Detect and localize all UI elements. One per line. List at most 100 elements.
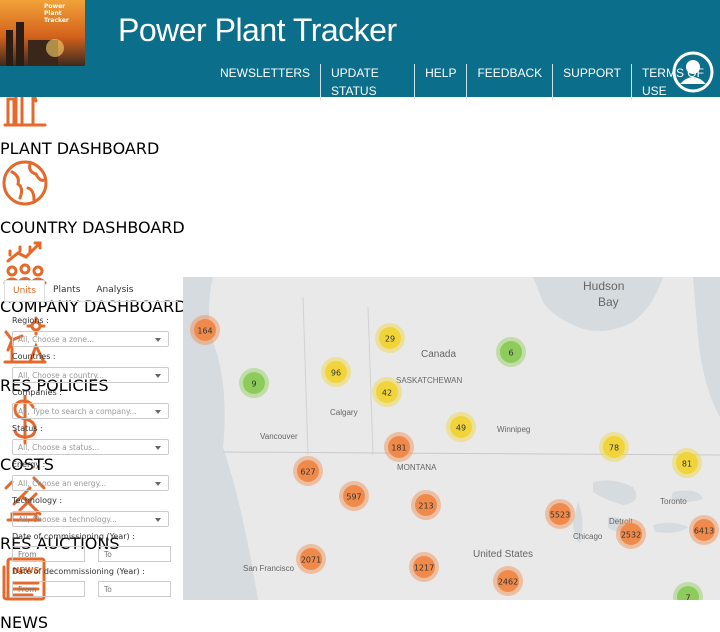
cluster[interactable]: 1217 (409, 552, 439, 582)
cluster-core (549, 503, 571, 525)
cluster[interactable]: 29 (375, 323, 405, 353)
tile-icon (3, 241, 47, 285)
cluster-count: 2071 (301, 556, 321, 565)
filter-select[interactable]: All, Choose a country... (12, 367, 169, 383)
tab[interactable]: Plants (53, 285, 81, 295)
nav-tile[interactable]: COUNTRY DASHBOARD (0, 158, 720, 237)
date-to[interactable]: To (98, 581, 171, 597)
cluster[interactable]: 9 (239, 368, 269, 398)
icon-shape (3, 241, 47, 285)
cluster-count: 2462 (498, 578, 518, 587)
cluster[interactable]: 6413 (689, 515, 719, 545)
caret (155, 410, 161, 414)
map-label: Canada (421, 349, 456, 360)
placeholder: All, Choose a technology... (18, 515, 117, 524)
cluster[interactable]: 49 (446, 412, 476, 442)
date-to[interactable]: To (98, 546, 171, 562)
cluster[interactable]: 5523 (545, 499, 575, 529)
cluster-count: 2532 (621, 531, 641, 540)
cluster-core (677, 586, 699, 600)
map-label: United States (473, 549, 533, 560)
cluster-core (325, 361, 347, 383)
header: Power Plant Tracker Power Plant Tracker … (0, 0, 720, 100)
tab[interactable]: Units (4, 280, 46, 301)
tabs: Units Plants Analysis (4, 280, 141, 301)
map-label: Chicago (573, 532, 603, 541)
map-label: Hudson (583, 279, 624, 293)
cluster-core (450, 416, 472, 438)
icon-shape (6, 557, 46, 601)
cluster-count: 1217 (414, 564, 434, 573)
tile-icon (2, 160, 48, 206)
filter-select[interactable]: All, Choose a technology... (12, 511, 169, 527)
cluster[interactable]: 81 (672, 448, 702, 478)
cluster-count: 96 (331, 369, 341, 378)
tile-label: COUNTRY DASHBOARD (0, 218, 185, 237)
cluster-count: 597 (346, 493, 361, 502)
date-from[interactable]: From (12, 546, 85, 562)
cluster[interactable]: 2462 (493, 566, 523, 596)
cluster-core (194, 319, 216, 341)
tile-label: RES AUCTIONS (0, 534, 120, 553)
tile-label: COSTS (0, 455, 54, 474)
filter-select[interactable]: All, Choose a zone... (12, 331, 169, 347)
tile-label: RES POLICIES (0, 376, 109, 395)
cluster-core (243, 372, 265, 394)
icon-text: NEWS (13, 566, 40, 575)
logo-text: Power (44, 3, 66, 10)
cluster-core (379, 327, 401, 349)
map-label: MONTANA (397, 463, 437, 472)
cluster-count: 49 (456, 424, 466, 433)
logo[interactable]: Power Plant Tracker (0, 0, 85, 66)
site-title: Power Plant Tracker (118, 12, 397, 48)
cluster-count: 81 (682, 460, 692, 469)
nav-link[interactable]: HELP (414, 64, 466, 100)
cluster[interactable]: 42 (372, 377, 402, 407)
cluster[interactable]: 213 (411, 490, 441, 520)
nav-link[interactable]: FEEDBACK (466, 64, 552, 100)
cluster-count: 9 (251, 380, 256, 389)
filter-select[interactable]: All, Choose an energy... (12, 475, 169, 491)
cluster-core (415, 494, 437, 516)
cluster-core (497, 570, 519, 592)
tab[interactable]: Analysis (96, 285, 134, 295)
nav-tile[interactable]: RES AUCTIONS (0, 474, 720, 553)
cluster[interactable]: 597 (339, 481, 369, 511)
map-label: San Francisco (243, 564, 295, 573)
tab-divider (4, 301, 178, 302)
cluster[interactable]: 2071 (296, 544, 326, 574)
map-label: Detroit (609, 517, 633, 526)
nav-link[interactable]: NEWSLETTERS (220, 66, 311, 80)
filter-select[interactable]: All, Type to search a company... (12, 403, 169, 419)
cluster[interactable]: 164 (190, 315, 220, 345)
cluster-core (676, 452, 698, 474)
user-avatar[interactable] (671, 50, 715, 94)
cluster[interactable]: 78 (599, 432, 629, 462)
date-label: Date of decommissioning (Year) : (12, 567, 145, 576)
date-from[interactable]: From (12, 581, 85, 597)
cluster[interactable]: 2532 (616, 519, 646, 549)
tile-icon (4, 476, 46, 522)
sidebar: Units Plants Analysis Regions : All, Choo… (0, 277, 182, 600)
cluster[interactable]: 627 (293, 456, 323, 486)
cluster-count: 164 (197, 327, 212, 336)
icon-shape (19, 263, 31, 275)
placeholder: All, Type to search a company... (18, 407, 137, 416)
nav-link[interactable]: SUPPORT (552, 64, 631, 100)
cluster[interactable]: 6 (496, 337, 526, 367)
map-label: Winnipeg (497, 425, 530, 434)
map[interactable]: Hudson Bay Canada SASKATCHEWAN Calgary Vancou… (183, 277, 720, 600)
filter-label: Energy : (12, 460, 46, 469)
cluster[interactable]: 181 (384, 432, 414, 462)
caret (155, 446, 161, 450)
caret (155, 482, 161, 486)
placeholder: All, Choose an energy... (18, 479, 107, 488)
nav-link[interactable]: UPDATE STATUS (320, 64, 414, 100)
cluster-core (603, 436, 625, 458)
filter-select[interactable]: All, Choose a status... (12, 439, 169, 455)
cluster[interactable]: 7 (673, 582, 703, 600)
cluster[interactable]: 96 (321, 357, 351, 387)
cluster-core (620, 523, 642, 545)
filter-label: Technology : (12, 496, 63, 505)
cluster-core (413, 556, 435, 578)
